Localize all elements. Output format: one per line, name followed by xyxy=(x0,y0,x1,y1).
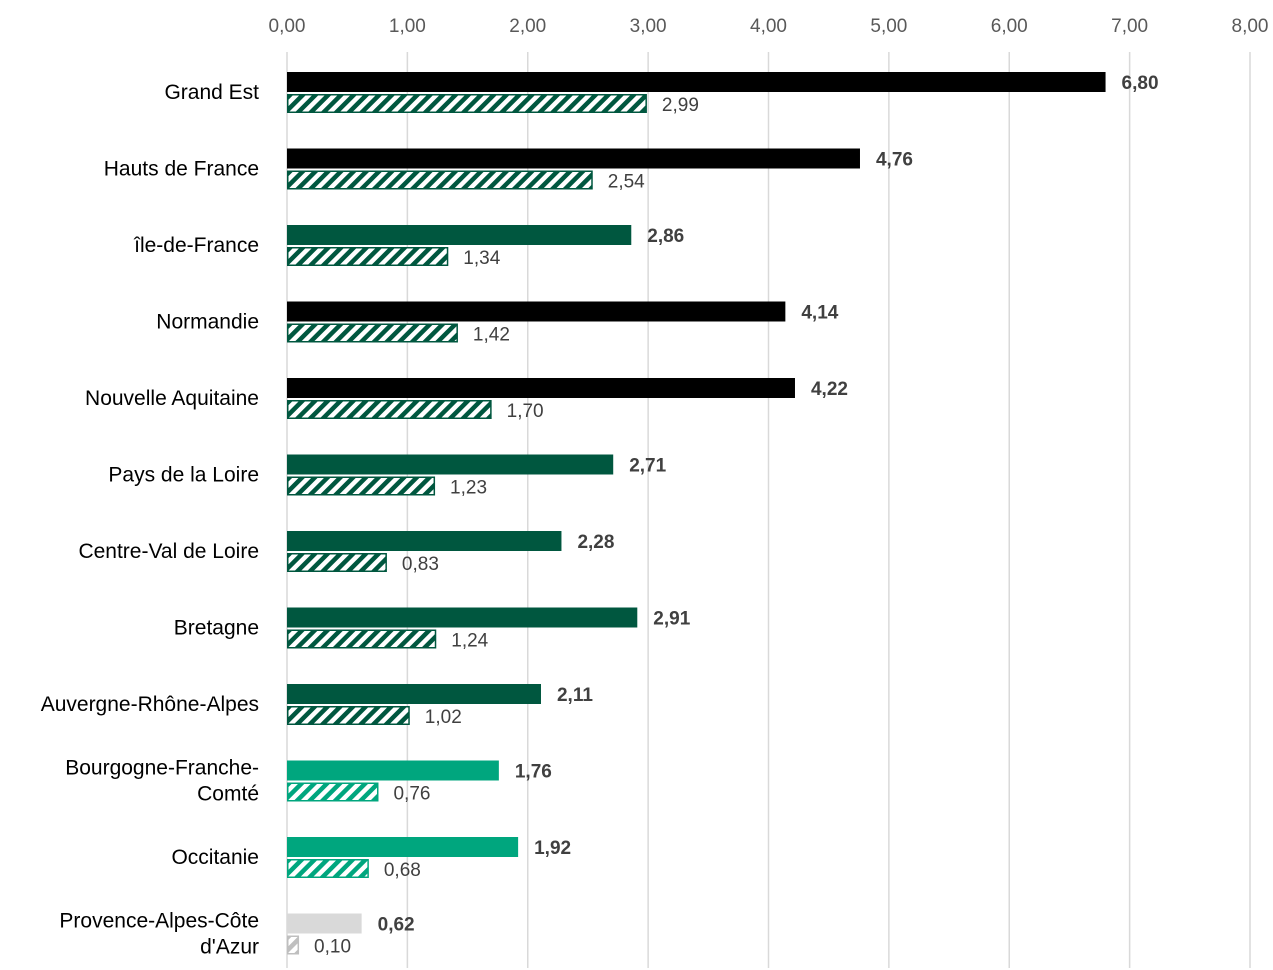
hatched-value-label: 0,83 xyxy=(402,554,439,575)
solid-value-label: 2,71 xyxy=(629,456,666,477)
bar-solid xyxy=(287,148,860,169)
gridlines xyxy=(286,52,1251,968)
bar-solid xyxy=(287,72,1106,92)
category-label: Normandie xyxy=(156,311,259,334)
x-tick-label: 1,00 xyxy=(389,16,426,37)
data-labels: 6,80 2,99 4,76 2,54 2,86 1,34 4,14 1,42 4,22 1,70… xyxy=(314,73,1158,958)
category-label: île-de-France xyxy=(133,234,259,257)
category-label: Comté xyxy=(197,783,259,806)
hatched-value-label: 2,54 xyxy=(608,172,645,193)
hatched-value-label: 0,68 xyxy=(384,860,421,881)
x-tick-label: 2,00 xyxy=(509,16,546,37)
x-tick-label: 4,00 xyxy=(750,16,787,37)
solid-value-label: 4,22 xyxy=(811,379,848,400)
hatched-value-label: 1,02 xyxy=(425,707,462,728)
bar-solid xyxy=(287,301,786,322)
hatched-value-label: 0,76 xyxy=(393,784,430,805)
bar-hatched xyxy=(287,782,379,802)
bar-hatched xyxy=(287,94,647,113)
x-axis-ticks: 0,00 1,00 2,00 3,00 4,00 5,00 6,00 7,00 8,00 xyxy=(269,16,1269,37)
x-tick-label: 7,00 xyxy=(1111,16,1148,37)
bar-hatched xyxy=(287,247,449,266)
solid-value-label: 2,11 xyxy=(557,685,593,706)
x-tick-label: 5,00 xyxy=(870,16,907,37)
category-label: Provence-Alpes-Côte xyxy=(59,910,259,933)
bar-solid xyxy=(287,913,362,934)
bar-hatched xyxy=(287,553,387,572)
bar-hatched xyxy=(287,706,410,725)
bar-solid xyxy=(287,378,795,398)
bar-hatched xyxy=(287,323,458,343)
category-label: Nouvelle Aquitaine xyxy=(85,387,259,410)
bar-hatched xyxy=(287,400,492,419)
x-tick-label: 6,00 xyxy=(991,16,1028,37)
bar-hatched xyxy=(287,629,437,649)
bar-solid xyxy=(287,531,562,551)
category-label: Pays de la Loire xyxy=(108,464,259,487)
category-label: Occitanie xyxy=(171,846,259,869)
hatched-value-label: 1,24 xyxy=(451,631,488,652)
hatched-value-label: 1,70 xyxy=(507,401,544,422)
solid-value-label: 6,80 xyxy=(1122,73,1159,94)
category-label: Hauts de France xyxy=(104,158,259,181)
bar-solid xyxy=(287,760,499,781)
bar-hatched xyxy=(287,935,300,955)
solid-value-label: 4,76 xyxy=(876,150,913,171)
x-tick-label: 8,00 xyxy=(1232,16,1269,37)
solid-value-label: 0,62 xyxy=(378,915,415,936)
hatched-value-label: 1,42 xyxy=(473,325,510,346)
bar-solid xyxy=(287,607,638,628)
bar-hatched xyxy=(287,170,593,190)
bar-hatched xyxy=(287,476,436,496)
solid-value-label: 2,91 xyxy=(653,609,690,630)
bar-solid xyxy=(287,454,614,475)
hatched-value-label: 1,23 xyxy=(450,478,487,499)
hatched-value-label: 1,34 xyxy=(463,248,500,269)
category-label: d'Azur xyxy=(200,936,259,959)
category-label: Bourgogne-Franche- xyxy=(65,757,259,780)
x-tick-label: 0,00 xyxy=(269,16,306,37)
solid-value-label: 2,28 xyxy=(577,532,614,553)
bar-hatched xyxy=(287,859,369,878)
bar-solid xyxy=(287,837,519,857)
solid-value-label: 1,92 xyxy=(534,838,571,859)
category-label: Bretagne xyxy=(174,617,259,640)
solid-value-label: 2,86 xyxy=(647,226,684,247)
solid-value-label: 1,76 xyxy=(515,762,552,783)
bars xyxy=(287,72,1106,955)
bar-solid xyxy=(287,684,541,704)
hatched-value-label: 0,10 xyxy=(314,937,351,958)
category-labels: Grand Est Hauts de France île-de-France Nor… xyxy=(41,81,259,959)
x-tick-label: 3,00 xyxy=(630,16,667,37)
category-label: Centre-Val de Loire xyxy=(78,540,259,563)
bar-solid xyxy=(287,225,632,245)
category-label: Auvergne-Rhône-Alpes xyxy=(41,693,259,716)
solid-value-label: 4,14 xyxy=(801,303,838,324)
hatched-value-label: 2,99 xyxy=(662,95,699,116)
category-label: Grand Est xyxy=(164,81,259,104)
